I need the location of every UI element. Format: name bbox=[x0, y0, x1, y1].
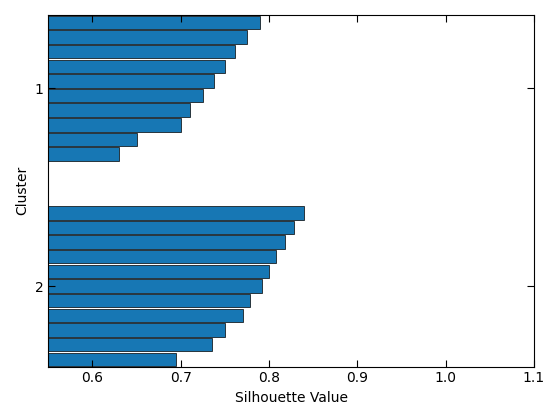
Bar bbox=[0, 74, 214, 88]
Bar bbox=[0, 250, 276, 263]
Bar bbox=[0, 279, 262, 293]
Bar bbox=[0, 235, 285, 249]
X-axis label: Silhouette Value: Silhouette Value bbox=[235, 391, 348, 405]
Bar bbox=[0, 338, 212, 352]
Bar bbox=[0, 309, 242, 322]
Bar bbox=[0, 323, 225, 337]
Bar bbox=[0, 45, 236, 58]
Bar bbox=[0, 133, 137, 146]
Bar bbox=[0, 118, 181, 131]
Bar bbox=[0, 294, 250, 307]
Bar bbox=[0, 206, 304, 220]
Bar bbox=[0, 147, 119, 161]
Bar bbox=[0, 60, 225, 73]
Bar bbox=[0, 89, 203, 102]
Bar bbox=[0, 220, 294, 234]
Bar bbox=[0, 103, 190, 117]
Bar bbox=[0, 30, 247, 44]
Bar bbox=[0, 16, 260, 29]
Y-axis label: Cluster: Cluster bbox=[15, 166, 29, 215]
Bar bbox=[0, 352, 176, 366]
Bar bbox=[0, 265, 269, 278]
